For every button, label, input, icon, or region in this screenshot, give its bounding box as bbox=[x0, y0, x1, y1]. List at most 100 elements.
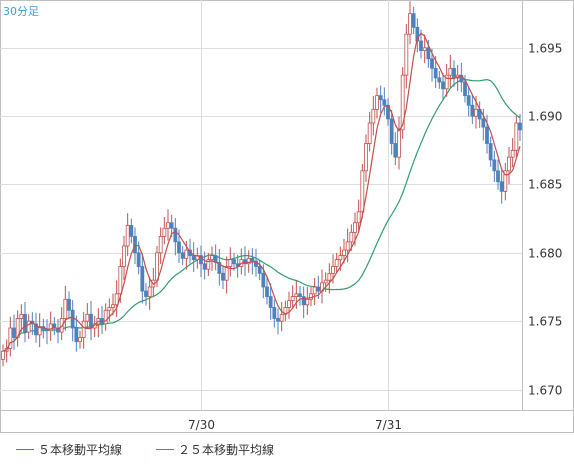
ma25-swatch bbox=[156, 449, 174, 450]
ma5-layer bbox=[2, 32, 521, 352]
candle-body bbox=[180, 252, 185, 259]
candle-body bbox=[375, 95, 379, 110]
candle-body bbox=[1, 350, 5, 360]
candle-body bbox=[507, 156, 511, 172]
candle-body bbox=[23, 313, 27, 333]
candle-body bbox=[499, 181, 504, 192]
candle-body bbox=[441, 81, 445, 90]
candle-body bbox=[74, 327, 79, 343]
ma5-line bbox=[2, 32, 521, 352]
candle-body bbox=[367, 122, 372, 144]
candle-body bbox=[411, 13, 416, 28]
legend-item-ma5: ５本移動平均線 bbox=[16, 441, 123, 457]
candle-body bbox=[265, 286, 269, 297]
candle-body bbox=[463, 81, 467, 97]
candle-body bbox=[393, 143, 398, 158]
candle-body bbox=[378, 95, 383, 101]
candle-body bbox=[298, 293, 302, 297]
candle-body bbox=[345, 241, 350, 251]
candle-body bbox=[19, 313, 24, 319]
candle-body bbox=[400, 74, 405, 131]
candle-body bbox=[246, 257, 251, 265]
candle-body bbox=[510, 149, 515, 158]
candle-body bbox=[125, 225, 130, 247]
candle-body bbox=[107, 307, 112, 311]
candle-body bbox=[492, 159, 497, 172]
y-tick-label: 1.695 bbox=[528, 42, 562, 56]
candle-body bbox=[422, 47, 427, 51]
candle-body bbox=[118, 266, 123, 295]
candle-body bbox=[26, 320, 31, 333]
candle-body bbox=[301, 296, 306, 306]
candle-body bbox=[250, 257, 255, 262]
candle-body bbox=[78, 337, 82, 343]
candle-body bbox=[63, 298, 68, 319]
candle-body bbox=[173, 227, 178, 243]
candle-body bbox=[133, 236, 137, 254]
candle-body bbox=[177, 241, 181, 254]
candle-body bbox=[397, 129, 401, 158]
candle-body bbox=[279, 313, 284, 322]
candle-body bbox=[448, 67, 453, 76]
legend-item-ma25: ２５本移動平均線 bbox=[156, 441, 274, 457]
x-tick-label: 7/30 bbox=[188, 418, 215, 432]
candle-body bbox=[426, 47, 431, 60]
candle-body bbox=[272, 307, 277, 319]
candle-body bbox=[85, 313, 90, 322]
candle-body bbox=[191, 255, 196, 261]
candle-body bbox=[166, 222, 170, 229]
candle-body bbox=[169, 222, 174, 229]
ma5-swatch bbox=[16, 449, 34, 450]
candle-body bbox=[243, 259, 247, 265]
timeframe-label: 30分足 bbox=[3, 5, 39, 18]
candle-body bbox=[433, 67, 438, 79]
candle-body bbox=[232, 259, 236, 265]
candle-body bbox=[316, 286, 321, 292]
candle-body bbox=[430, 58, 434, 69]
candle-body bbox=[257, 266, 262, 274]
candle-body bbox=[481, 118, 486, 128]
candle-body bbox=[389, 118, 394, 144]
candle-body bbox=[155, 252, 159, 281]
candle-body bbox=[228, 259, 233, 267]
candle-body bbox=[312, 286, 317, 295]
candle-body bbox=[114, 293, 119, 306]
candle-body bbox=[261, 272, 266, 288]
candle-body bbox=[437, 77, 442, 83]
y-tick-label: 1.690 bbox=[528, 110, 562, 124]
candle-body bbox=[323, 279, 328, 284]
candle-body bbox=[408, 13, 412, 35]
candle-body bbox=[356, 211, 361, 224]
candle-body bbox=[382, 99, 387, 106]
candle-body bbox=[210, 255, 214, 261]
candle-body bbox=[217, 261, 222, 274]
candle-body bbox=[34, 323, 38, 336]
candle-body bbox=[67, 298, 71, 311]
candle-body bbox=[202, 263, 207, 270]
legend-label-ma5: ５本移動平均線 bbox=[38, 443, 123, 457]
candle-body bbox=[224, 266, 229, 281]
candle-body bbox=[364, 143, 368, 172]
candle-body bbox=[331, 266, 335, 274]
candle-body bbox=[485, 126, 489, 144]
candle-body bbox=[503, 170, 508, 192]
candle-body bbox=[452, 67, 456, 79]
candle-body bbox=[254, 260, 258, 267]
candle-body bbox=[309, 293, 313, 300]
candle-body bbox=[444, 74, 449, 90]
candle-body bbox=[59, 318, 64, 333]
y-tick-label: 1.670 bbox=[528, 384, 562, 398]
candle-body bbox=[122, 245, 126, 267]
candle-body bbox=[48, 323, 53, 332]
candle-body bbox=[268, 296, 273, 308]
candle-body bbox=[103, 309, 108, 325]
candle-body bbox=[206, 259, 211, 270]
candle-body bbox=[305, 298, 310, 306]
candle-body bbox=[184, 249, 189, 259]
candle-body bbox=[353, 222, 357, 233]
x-tick-label: 7/31 bbox=[375, 418, 402, 432]
candle-body bbox=[349, 231, 354, 243]
